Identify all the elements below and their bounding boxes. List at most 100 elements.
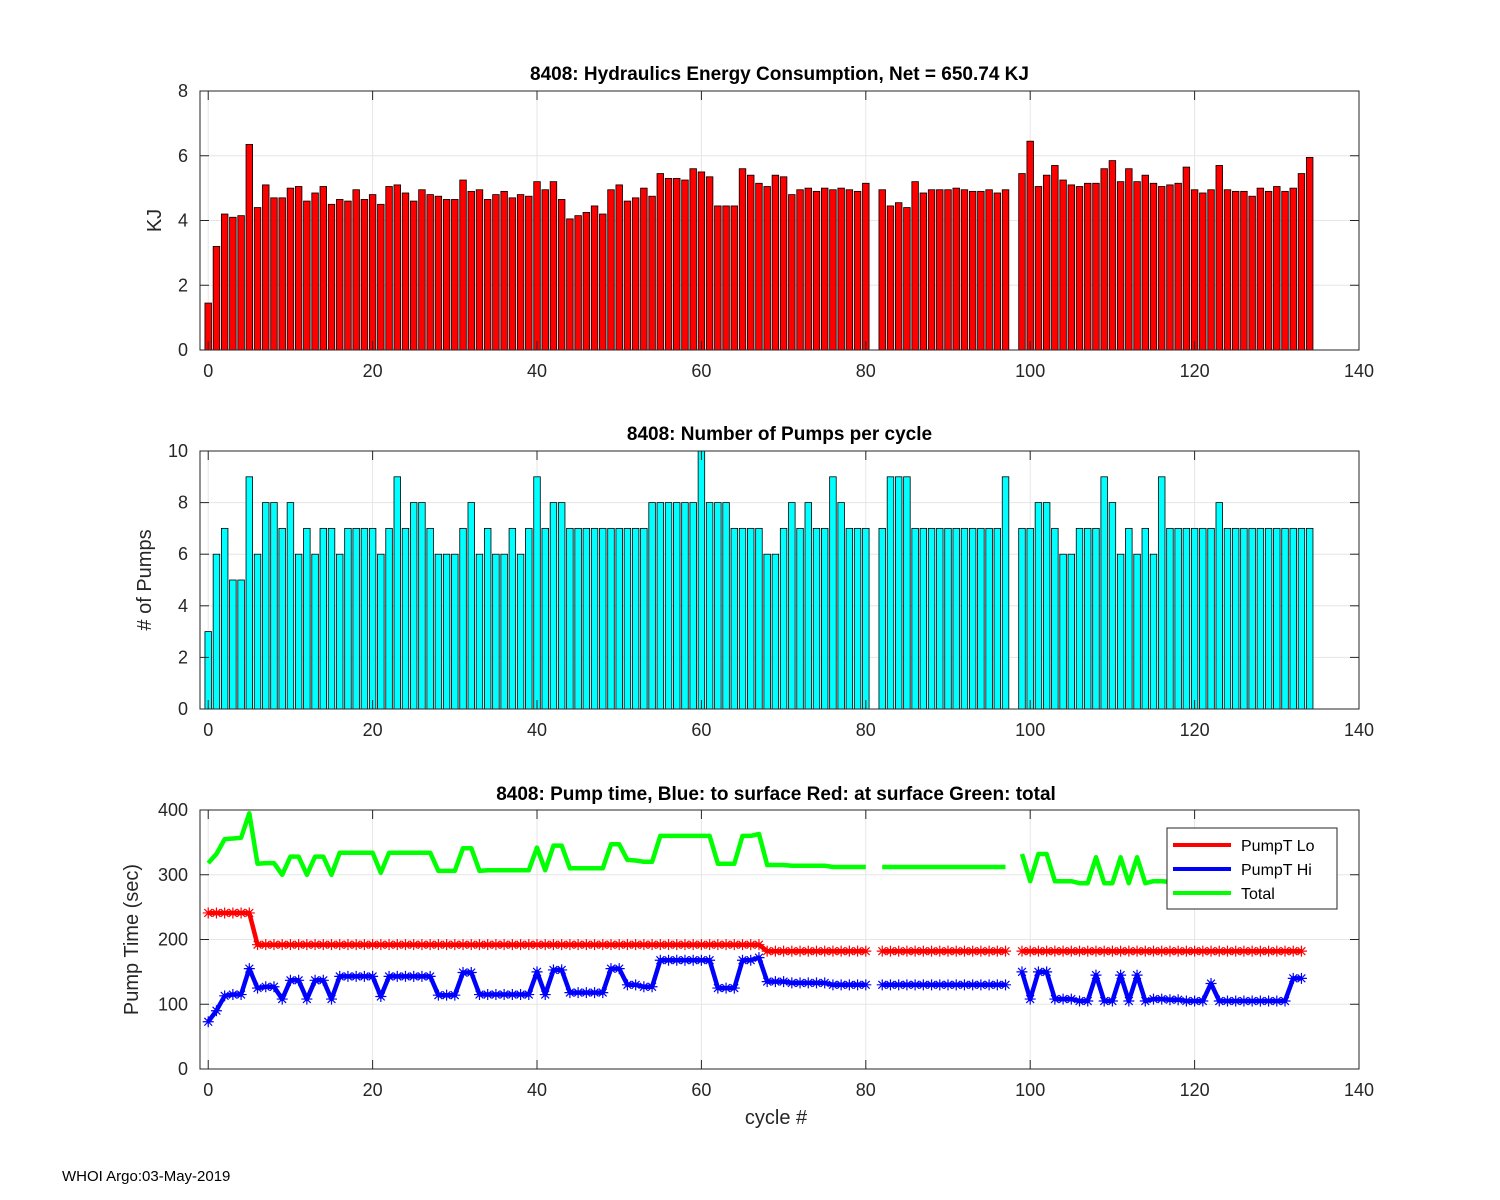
marker-pumpt-lo (1180, 945, 1192, 957)
marker-pumpt-hi (704, 954, 716, 966)
pumps-bar (656, 502, 664, 710)
marker-pumpt-lo (1082, 945, 1094, 957)
pumptime-x-tick-label: 100 (1015, 1080, 1045, 1100)
marker-pumpt-hi (416, 970, 428, 982)
pumps-bar (1018, 528, 1026, 710)
pumps-bar (1215, 502, 1223, 710)
marker-pumpt-lo (1164, 945, 1176, 957)
legend-label-total: Total (1241, 886, 1275, 903)
marker-pumpt-lo (753, 939, 765, 951)
marker-pumpt-hi (1065, 993, 1077, 1005)
marker-pumpt-lo (802, 945, 814, 957)
marker-pumpt-hi (1254, 995, 1266, 1007)
marker-pumpt-hi (786, 977, 798, 989)
marker-pumpt-lo (342, 939, 354, 951)
pumps-bar (212, 553, 221, 710)
energy-x-tick-label: 40 (527, 361, 547, 381)
marker-pumpt-hi (202, 1016, 214, 1028)
marker-pumpt-lo (547, 939, 559, 951)
marker-pumpt-hi (309, 974, 321, 986)
pumps-bar (779, 528, 788, 710)
pumps-bar (755, 528, 763, 710)
marker-pumpt-lo (1041, 945, 1053, 957)
energy-bar (631, 197, 640, 351)
marker-pumpt-lo (441, 939, 453, 951)
energy-bar (1305, 156, 1314, 351)
energy-bar (895, 202, 903, 351)
pumps-bar (705, 502, 714, 710)
marker-pumpt-hi (317, 974, 329, 986)
marker-pumpt-lo (926, 945, 938, 957)
energy-bar (936, 189, 944, 351)
marker-pumpt-hi (917, 979, 929, 991)
energy-bar (549, 181, 558, 351)
marker-pumpt-lo (424, 939, 436, 951)
pumps-bar (1240, 528, 1248, 710)
marker-pumpt-lo (1049, 945, 1061, 957)
marker-pumpt-hi (358, 970, 370, 982)
pumps-bar (796, 528, 804, 710)
marker-pumpt-hi (1189, 995, 1201, 1007)
marker-pumpt-lo (1295, 945, 1307, 957)
marker-pumpt-hi (556, 964, 568, 976)
pumps-bar (599, 528, 607, 710)
marker-pumpt-lo (334, 939, 346, 951)
pumps-bar (829, 476, 837, 710)
pumps-bar (1264, 528, 1273, 710)
marker-pumpt-lo (1074, 945, 1086, 957)
marker-pumpt-hi (506, 989, 518, 1001)
marker-pumpt-hi (1271, 995, 1283, 1007)
marker-pumpt-hi (843, 979, 855, 991)
marker-pumpt-lo (235, 907, 247, 919)
pumps-bar (1108, 502, 1117, 710)
pumps-bar (442, 553, 451, 710)
marker-pumpt-hi (769, 976, 781, 988)
marker-pumpt-lo (572, 939, 584, 951)
marker-pumpt-lo (1156, 945, 1168, 957)
marker-pumpt-lo (465, 939, 477, 951)
footer-credit: WHOI Argo:03-May-2019 (62, 1168, 231, 1185)
marker-pumpt-hi (630, 979, 642, 991)
marker-pumpt-lo (1279, 945, 1291, 957)
energy-bar (344, 200, 352, 351)
marker-pumpt-hi (515, 989, 527, 1001)
pumps-bar (993, 528, 1002, 710)
pumps-bar (1092, 528, 1100, 710)
pumps-bar (426, 528, 434, 710)
pumps-bar (278, 528, 286, 710)
marker-pumpt-hi (802, 977, 814, 989)
marker-pumpt-hi (695, 954, 707, 966)
marker-pumpt-lo (498, 939, 510, 951)
energy-bar (747, 174, 755, 351)
marker-pumpt-hi (1041, 966, 1053, 978)
energy-bar (557, 199, 566, 351)
marker-pumpt-hi (1090, 969, 1102, 981)
marker-pumpt-lo (778, 945, 790, 957)
marker-pumpt-lo (408, 939, 420, 951)
marker-pumpt-hi (860, 979, 872, 991)
energy-bar (278, 197, 286, 351)
marker-pumpt-hi (1057, 993, 1069, 1005)
marker-pumpt-hi (276, 993, 288, 1005)
pumptime-y-tick-label: 300 (158, 865, 188, 885)
energy-bar (878, 189, 886, 351)
marker-pumpt-lo (219, 907, 231, 919)
energy-bar (1149, 182, 1158, 351)
energy-bar (590, 205, 599, 351)
pumps-bar (623, 528, 632, 710)
pumptime-x-tick-label: 120 (1180, 1080, 1210, 1100)
energy-bar (1166, 184, 1174, 351)
marker-pumpt-hi (613, 963, 625, 975)
pumps-bar (862, 528, 870, 710)
energy-bar (599, 213, 607, 351)
energy-bar (237, 215, 245, 351)
marker-pumpt-lo (843, 945, 855, 957)
legend: PumpT Lo PumpT Hi Total (1166, 827, 1338, 910)
marker-pumpt-hi (958, 979, 970, 991)
pumps-bar (270, 502, 278, 710)
energy-bar (952, 187, 960, 351)
energy-bar (401, 192, 410, 351)
marker-pumpt-hi (243, 963, 255, 975)
marker-pumpt-lo (506, 939, 518, 951)
pumps-bar (1149, 553, 1158, 710)
